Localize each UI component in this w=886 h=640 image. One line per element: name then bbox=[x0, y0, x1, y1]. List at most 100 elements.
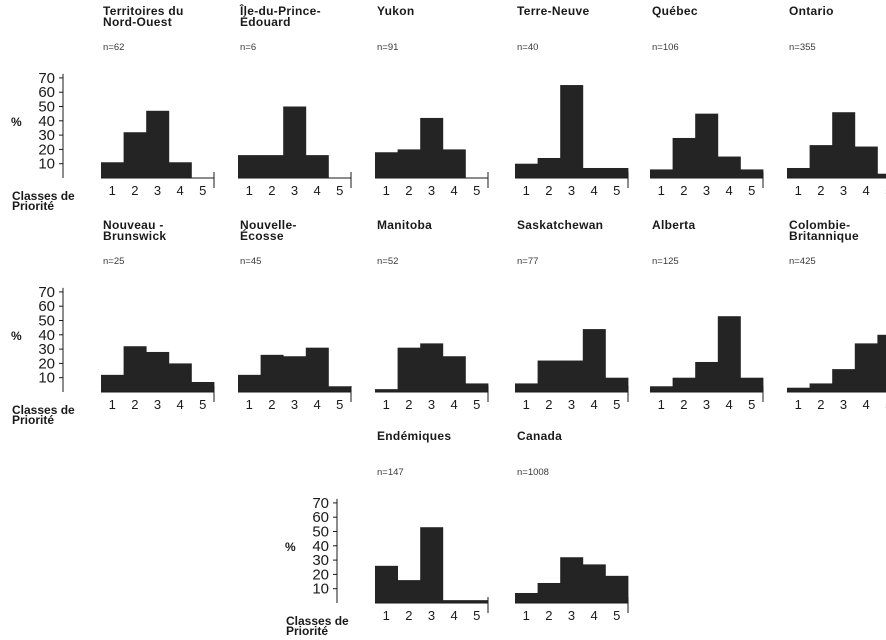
panel-title: Ontario bbox=[789, 4, 834, 18]
histogram-bar bbox=[123, 346, 147, 392]
panel-title: Nouvelle- bbox=[240, 218, 297, 232]
x-tick-label: 4 bbox=[590, 608, 597, 623]
x-tick-label: 4 bbox=[313, 183, 320, 198]
x-tick-label: 4 bbox=[725, 183, 732, 198]
y-tick-label: 10 bbox=[38, 156, 55, 173]
y-tick-label: 60 bbox=[312, 509, 329, 526]
x-tick-label: 5 bbox=[748, 397, 755, 412]
y-tick-label: 70 bbox=[312, 495, 329, 512]
y-tick-label: 50 bbox=[38, 99, 55, 116]
x-tick-label: 3 bbox=[428, 608, 435, 623]
x-tick-label: 3 bbox=[428, 183, 435, 198]
x-tick-label: 4 bbox=[450, 183, 457, 198]
y-tick-label: 20 bbox=[312, 566, 329, 583]
x-tick-label: 3 bbox=[568, 183, 575, 198]
x-tick-label: 1 bbox=[658, 183, 665, 198]
y-tick-label: 60 bbox=[38, 298, 55, 315]
panel-title: Canada bbox=[517, 429, 562, 443]
y-tick-label: 10 bbox=[38, 370, 55, 387]
histogram-bar bbox=[672, 137, 696, 178]
x-tick-label: 3 bbox=[291, 183, 298, 198]
histogram-bar bbox=[305, 155, 329, 178]
histogram-bar bbox=[787, 167, 810, 178]
x-tick-label: 3 bbox=[840, 397, 847, 412]
x-axis-label: Classes de bbox=[286, 614, 349, 628]
x-tick-label: 3 bbox=[428, 397, 435, 412]
panel-title: Terre-Neuve bbox=[517, 4, 589, 18]
panel-title: Territoires du bbox=[103, 4, 184, 18]
histogram-bar bbox=[695, 361, 719, 392]
histogram-bar bbox=[168, 363, 192, 392]
histogram-bar bbox=[146, 110, 170, 178]
histogram-bar bbox=[537, 157, 561, 178]
y-axis-unit-label: % bbox=[285, 540, 296, 554]
y-tick-label: 70 bbox=[38, 70, 55, 87]
histogram-bar bbox=[740, 377, 764, 392]
x-tick-label: 1 bbox=[658, 397, 665, 412]
histogram-bar bbox=[397, 149, 421, 178]
histogram-bar bbox=[605, 377, 629, 392]
x-tick-label: 3 bbox=[703, 183, 710, 198]
histogram-bar bbox=[695, 113, 719, 178]
x-tick-label: 5 bbox=[613, 397, 620, 412]
y-tick-label: 20 bbox=[38, 141, 55, 158]
histogram-bar bbox=[397, 580, 421, 603]
histogram-bar bbox=[420, 527, 444, 603]
panel-sample-size: n=52 bbox=[377, 256, 398, 267]
x-tick-label: 5 bbox=[473, 183, 480, 198]
panel-sample-size: n=6 bbox=[240, 42, 256, 53]
y-tick-label: 40 bbox=[38, 113, 55, 130]
histogram-bar bbox=[515, 383, 538, 392]
y-tick-label: 30 bbox=[38, 341, 55, 358]
histogram-bar bbox=[809, 145, 833, 178]
x-tick-label: 5 bbox=[473, 608, 480, 623]
histogram-bar bbox=[420, 343, 444, 392]
histogram-bar bbox=[465, 383, 489, 392]
x-tick-label: 1 bbox=[383, 183, 390, 198]
x-tick-label: 1 bbox=[383, 397, 390, 412]
histogram-bar bbox=[515, 163, 538, 178]
x-tick-label: 2 bbox=[680, 183, 687, 198]
histogram-bar bbox=[168, 162, 192, 178]
x-axis-label: Classes de bbox=[12, 189, 75, 203]
x-tick-label: 2 bbox=[817, 397, 824, 412]
histogram-bar bbox=[375, 389, 398, 392]
x-tick-label: 4 bbox=[450, 608, 457, 623]
x-tick-label: 1 bbox=[523, 608, 530, 623]
y-tick-label: 30 bbox=[312, 552, 329, 569]
panel-title: Brunswick bbox=[103, 229, 166, 243]
x-tick-label: 1 bbox=[523, 183, 530, 198]
x-tick-label: 2 bbox=[131, 183, 138, 198]
x-tick-label: 3 bbox=[154, 397, 161, 412]
y-tick-label: 10 bbox=[312, 581, 329, 598]
histogram-bar bbox=[672, 377, 696, 392]
panel-title: Saskatchewan bbox=[517, 218, 603, 232]
x-tick-label: 4 bbox=[862, 183, 869, 198]
y-tick-label: 40 bbox=[38, 327, 55, 344]
x-tick-label: 1 bbox=[246, 397, 253, 412]
y-tick-label: 70 bbox=[38, 284, 55, 301]
x-tick-label: 1 bbox=[383, 608, 390, 623]
x-tick-label: 5 bbox=[613, 183, 620, 198]
histogram-bar bbox=[260, 354, 284, 392]
y-tick-label: 40 bbox=[312, 538, 329, 555]
x-tick-label: 4 bbox=[450, 397, 457, 412]
x-tick-label: 2 bbox=[405, 183, 412, 198]
x-tick-label: 1 bbox=[109, 183, 116, 198]
panel-sample-size: n=125 bbox=[652, 256, 679, 267]
x-tick-label: 1 bbox=[246, 183, 253, 198]
histogram-bar bbox=[420, 117, 444, 178]
x-tick-label: 4 bbox=[176, 183, 183, 198]
histogram-bar bbox=[146, 351, 170, 392]
histogram-bar bbox=[854, 343, 878, 392]
x-tick-label: 3 bbox=[840, 183, 847, 198]
x-tick-label: 4 bbox=[176, 397, 183, 412]
x-axis-label-line2: Priorité bbox=[12, 413, 54, 427]
y-axis-unit-label: % bbox=[11, 329, 22, 343]
x-tick-label: 3 bbox=[568, 397, 575, 412]
histogram-bar bbox=[650, 169, 673, 178]
panel-title: Écosse bbox=[240, 228, 284, 243]
histogram-bar bbox=[375, 565, 398, 603]
x-tick-label: 1 bbox=[795, 397, 802, 412]
